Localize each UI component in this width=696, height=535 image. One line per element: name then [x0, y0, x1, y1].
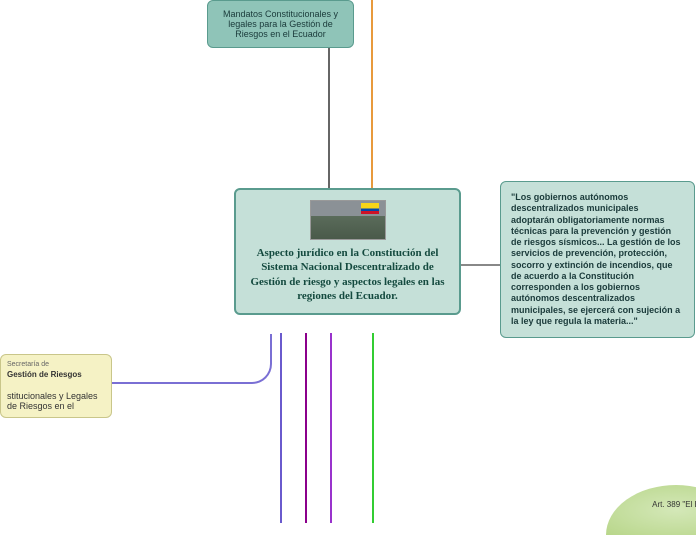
- ecuador-flag-icon: [361, 203, 379, 214]
- node-left-header: Secretaría de: [7, 361, 105, 368]
- node-left-secretaria[interactable]: Secretaría de Gestión de Riesgos stituci…: [0, 354, 112, 418]
- connector-center-right: [461, 264, 501, 266]
- connector-top-center: [328, 38, 330, 188]
- node-right-text: "Los gobiernos autónomos descentralizado…: [511, 192, 681, 326]
- node-right-gobiernos[interactable]: "Los gobiernos autónomos descentralizado…: [500, 181, 695, 338]
- node-bottom-right-text: Art. 389 "El E: [652, 500, 696, 509]
- node-bottom-right-art389[interactable]: Art. 389 "El E: [606, 485, 696, 535]
- node-center-text: Aspecto jurídico en la Constitución del …: [246, 246, 449, 303]
- connector-orange: [371, 0, 373, 190]
- connector-bottom-2: [305, 333, 307, 523]
- connector-center-left: [112, 334, 272, 384]
- center-image-ecuador: [310, 200, 386, 240]
- connector-bottom-1: [280, 333, 282, 523]
- connector-bottom-3: [330, 333, 332, 523]
- connector-bottom-4: [372, 333, 374, 523]
- node-left-text: stitucionales y Legales de Riesgos en el: [7, 391, 105, 411]
- node-top-mandatos[interactable]: Mandatos Constitucionales y legales para…: [207, 0, 354, 48]
- node-center-main[interactable]: Aspecto jurídico en la Constitución del …: [234, 188, 461, 315]
- node-left-title: Gestión de Riesgos: [7, 370, 105, 379]
- node-top-text: Mandatos Constitucionales y legales para…: [223, 9, 338, 39]
